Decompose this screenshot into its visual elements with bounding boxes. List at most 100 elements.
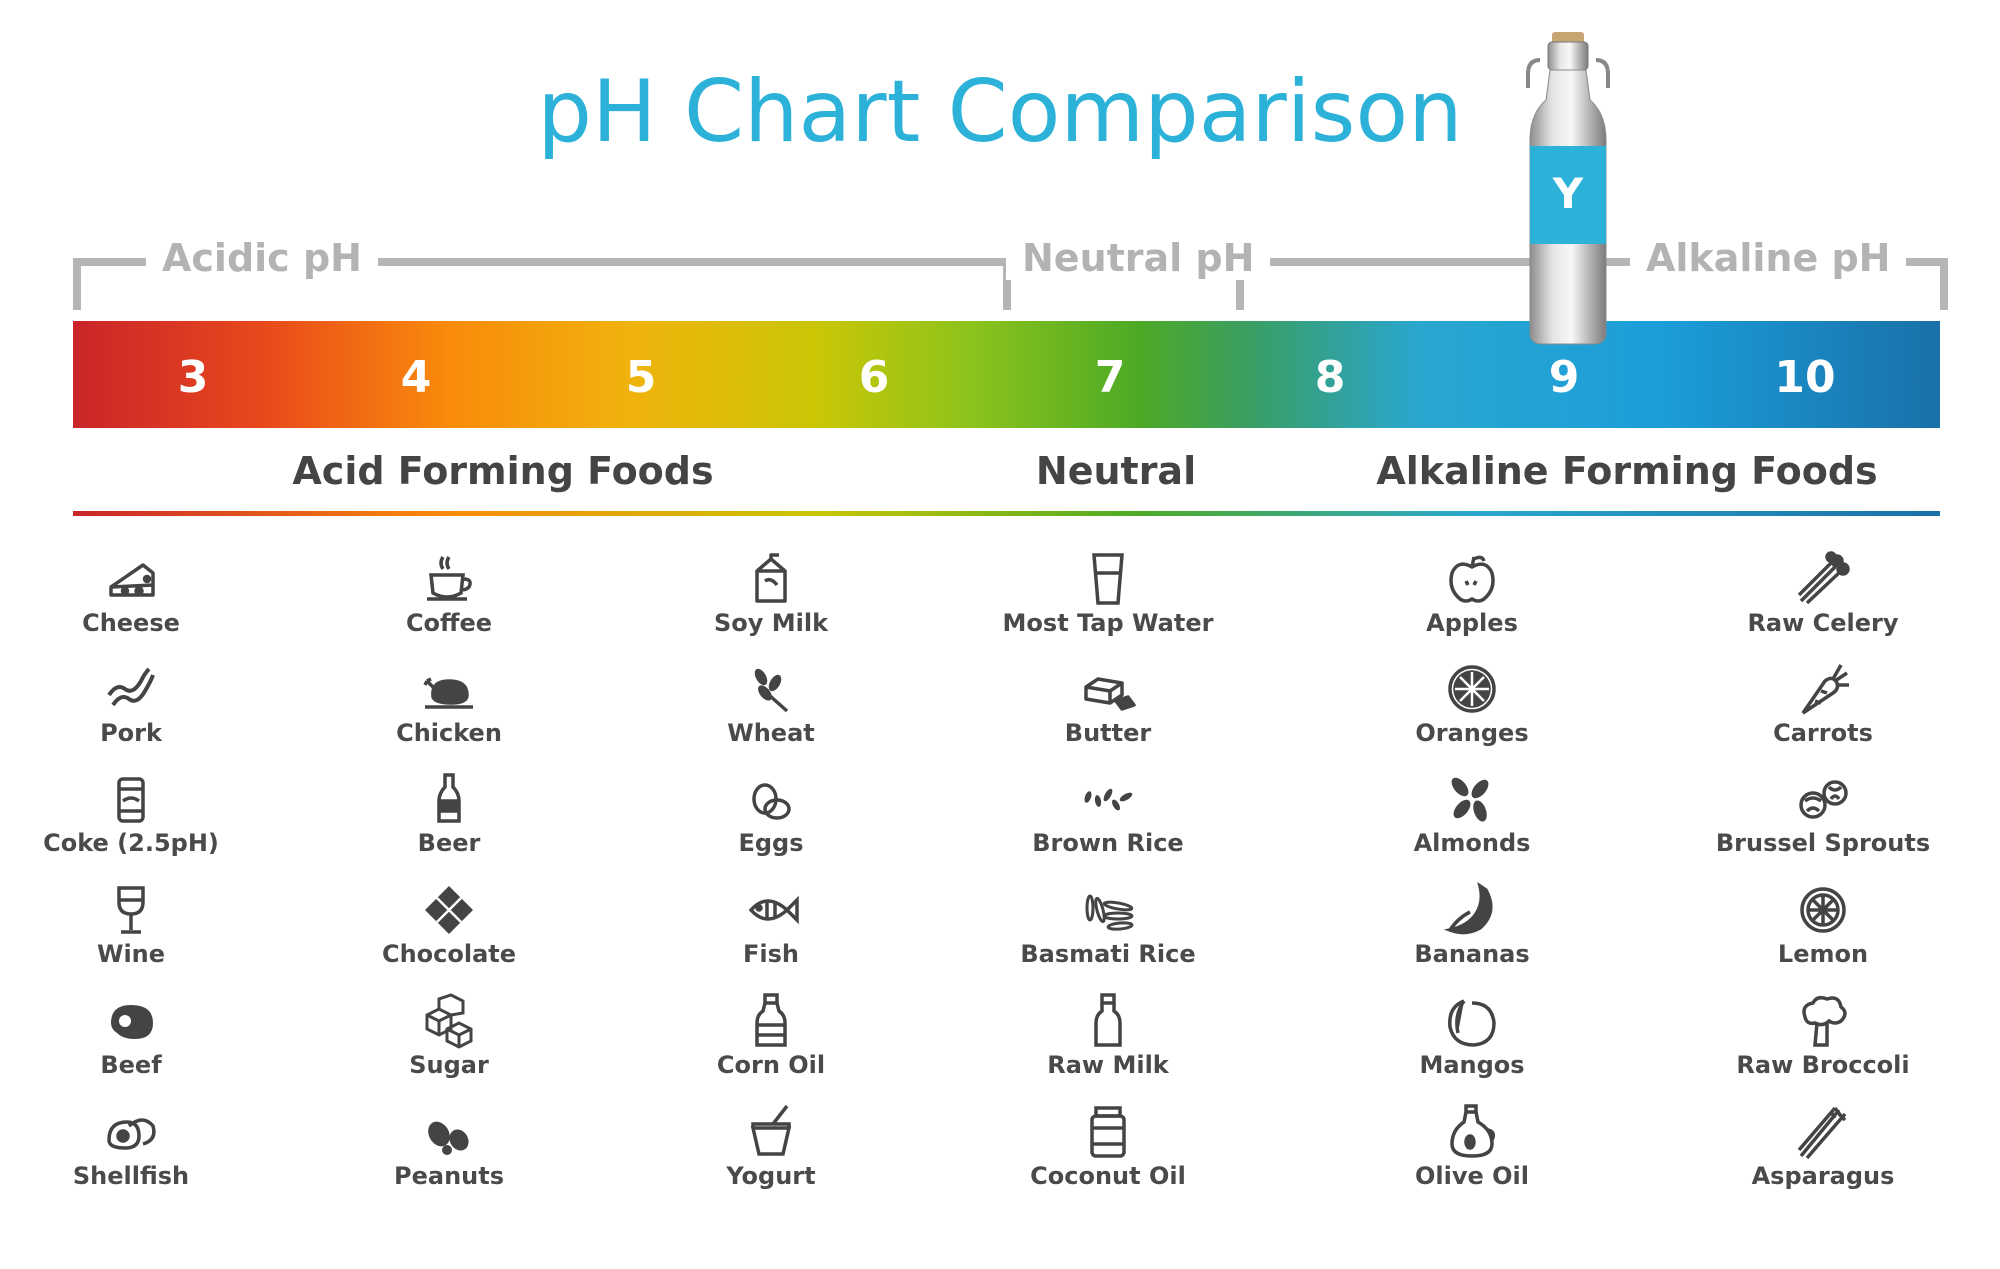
food-label: Bananas — [1414, 940, 1530, 968]
food-label: Coconut Oil — [1030, 1162, 1186, 1190]
food-item: Olive Oil — [1352, 1104, 1592, 1190]
acidic-bracket-right — [363, 258, 1011, 310]
food-label: Yogurt — [726, 1162, 816, 1190]
food-label: Chocolate — [381, 940, 517, 968]
food-label: Apples — [1426, 609, 1518, 637]
food-item: Lemon — [1703, 882, 1943, 968]
ph-scale-bar — [73, 321, 1940, 428]
ph-tick-8: 8 — [1314, 352, 1346, 403]
food-label: Mangos — [1419, 1051, 1525, 1079]
bacon-icon — [107, 667, 155, 707]
olive-oil-icon — [1450, 1104, 1496, 1158]
neutral-heading: Neutral — [1035, 449, 1197, 493]
ph-tick-10: 10 — [1774, 352, 1836, 403]
food-item: Shellfish — [11, 1104, 251, 1190]
wheat-icon — [750, 664, 789, 713]
food-item: Sugar — [329, 993, 569, 1079]
food-label: Wine — [96, 940, 166, 968]
food-item: Most Tap Water — [988, 551, 1228, 637]
food-label: Almonds — [1413, 829, 1531, 857]
food-item: Pork — [11, 661, 251, 747]
lemon-slice-icon — [1800, 887, 1846, 933]
food-item: Beef — [11, 993, 251, 1079]
acidic-ph-label: Acidic pH — [146, 236, 378, 280]
food-item: Yogurt — [651, 1104, 891, 1190]
alkaline-ph-label: Alkaline pH — [1630, 236, 1907, 280]
sugar-cubes-icon — [425, 993, 473, 1049]
roast-chicken-icon — [423, 677, 475, 709]
food-item: Chicken — [329, 661, 569, 747]
food-label: Most Tap Water — [1002, 609, 1214, 637]
food-label: Oranges — [1415, 719, 1529, 747]
food-label: Corn Oil — [716, 1051, 826, 1079]
food-label: Shellfish — [72, 1162, 190, 1190]
food-item: Bananas — [1352, 882, 1592, 968]
jar-icon — [1090, 1106, 1126, 1158]
food-item: Oranges — [1352, 661, 1592, 747]
acidic-bracket-left — [73, 258, 161, 310]
food-item: Basmati Rice — [988, 882, 1228, 968]
food-item: Cheese — [11, 551, 251, 637]
oyster-icon — [107, 1118, 156, 1150]
food-item: Soy Milk — [651, 551, 891, 637]
acid-forming-foods-heading: Acid Forming Foods — [292, 449, 714, 493]
ph-tick-7: 7 — [1094, 352, 1126, 403]
food-item: Brussel Sprouts — [1703, 771, 1943, 857]
asparagus-icon — [1797, 1106, 1847, 1160]
food-item: Wine — [11, 882, 251, 968]
food-item: Almonds — [1352, 771, 1592, 857]
mango-icon — [1448, 999, 1496, 1047]
page-title: pH Chart Comparison — [537, 62, 1463, 162]
food-label: Coffee — [405, 609, 493, 637]
banana-icon — [1448, 884, 1493, 935]
soda-can-icon — [117, 777, 145, 823]
ph-tick-6: 6 — [858, 352, 890, 403]
food-label: Fish — [743, 940, 799, 968]
food-label: Olive Oil — [1415, 1162, 1529, 1190]
yogurt-icon — [751, 1104, 791, 1156]
water-bottle-icon: Y — [1526, 32, 1610, 345]
food-item: Carrots — [1703, 661, 1943, 747]
apple-icon — [1449, 555, 1495, 603]
ph-tick-4: 4 — [400, 352, 432, 403]
food-item: Mangos — [1352, 993, 1592, 1079]
food-label: Beef — [100, 1051, 162, 1079]
almonds-icon — [1448, 774, 1492, 824]
broccoli-icon — [1802, 995, 1847, 1047]
carrot-icon — [1801, 663, 1851, 715]
food-label: Coke (2.5pH) — [43, 829, 219, 857]
chocolate-bar-icon — [423, 884, 475, 936]
food-label: Pork — [100, 719, 162, 747]
coffee-cup-icon — [425, 555, 472, 601]
food-label: Lemon — [1777, 940, 1869, 968]
svg-text:Y: Y — [1552, 169, 1584, 218]
food-item: Wheat — [651, 661, 891, 747]
food-item: Raw Milk — [988, 993, 1228, 1079]
brown-rice-icon — [1083, 787, 1134, 812]
butter-icon — [1084, 677, 1136, 711]
orange-slice-icon — [1448, 665, 1496, 713]
ph-tick-5: 5 — [625, 352, 657, 403]
food-label: Brussel Sprouts — [1715, 829, 1931, 857]
food-label: Butter — [1064, 719, 1152, 747]
food-item: Coffee — [329, 551, 569, 637]
steak-icon — [111, 1005, 153, 1039]
food-item: Fish — [651, 882, 891, 968]
food-label: Raw Celery — [1747, 609, 1899, 637]
food-item: Coke (2.5pH) — [11, 771, 251, 857]
celery-icon — [1797, 551, 1850, 605]
food-label: Beer — [417, 829, 481, 857]
alkaline-bracket-right — [1870, 258, 1948, 310]
water-glass-icon — [1092, 553, 1124, 605]
peanut-icon — [423, 1117, 473, 1155]
food-label: Cheese — [82, 609, 180, 637]
food-item: Raw Celery — [1703, 551, 1943, 637]
food-item: Peanuts — [329, 1104, 569, 1190]
ph-tick-9: 9 — [1548, 352, 1580, 403]
eggs-icon — [752, 783, 791, 820]
food-item: Beer — [329, 771, 569, 857]
food-label: Eggs — [738, 829, 804, 857]
fish-icon — [749, 898, 799, 922]
wine-glass-icon — [117, 886, 145, 934]
alkaline-forming-foods-heading: Alkaline Forming Foods — [1376, 449, 1878, 493]
